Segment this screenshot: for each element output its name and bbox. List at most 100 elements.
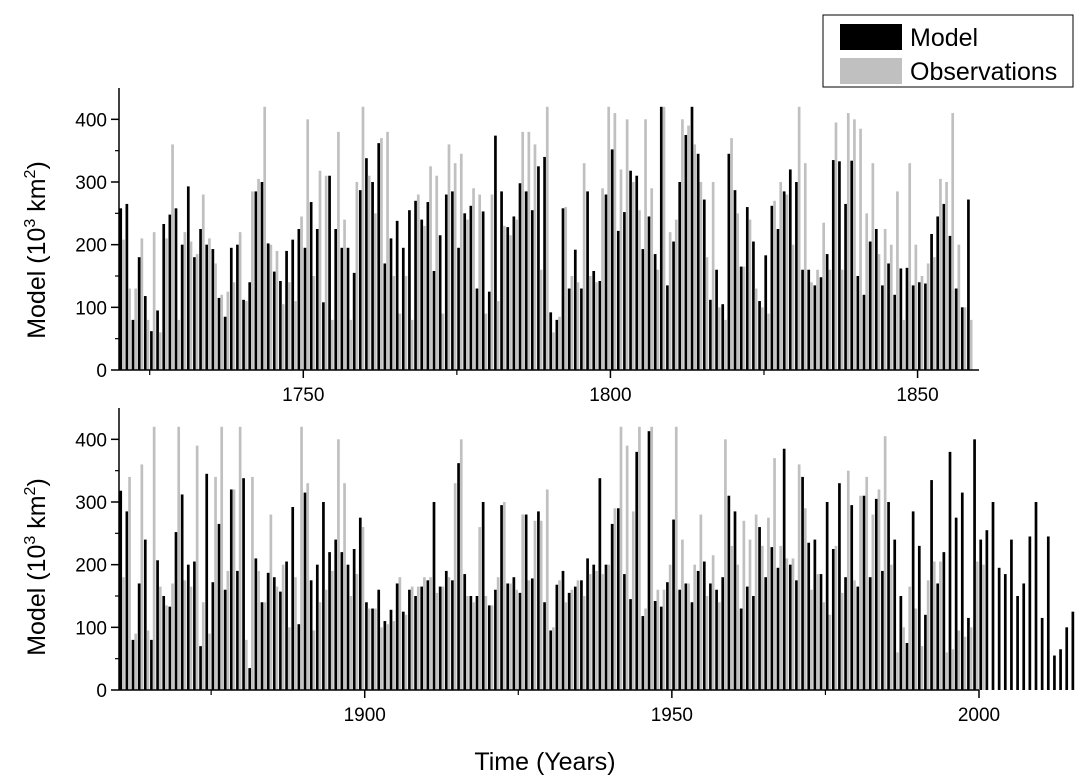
bar-model xyxy=(1028,536,1032,690)
bar-observations xyxy=(177,319,181,370)
bar-model xyxy=(733,190,737,370)
bar-observations xyxy=(613,508,617,690)
bar-observations xyxy=(791,558,795,690)
bar-model xyxy=(131,319,135,370)
bar-observations xyxy=(287,282,291,370)
bar-observations xyxy=(453,163,457,370)
bar-model xyxy=(555,584,559,690)
bar-observations xyxy=(238,232,242,370)
bar-model xyxy=(377,143,381,370)
bar-observations xyxy=(300,216,303,370)
x-tick-label: 1750 xyxy=(282,385,324,406)
bar-model xyxy=(874,498,878,690)
bar-observations xyxy=(969,627,973,690)
bar-observations xyxy=(631,511,635,690)
bar-observations xyxy=(269,244,273,370)
bar-model xyxy=(358,190,362,370)
bar-observations xyxy=(558,580,561,690)
bar-observations xyxy=(638,426,641,690)
bar-observations xyxy=(613,113,617,370)
bar-observations xyxy=(576,580,580,690)
bar-model xyxy=(764,255,768,370)
legend: Model Observations xyxy=(822,14,1074,88)
bar-observations xyxy=(607,564,611,690)
bar-observations xyxy=(201,602,205,690)
bar-observations xyxy=(853,119,856,370)
bar-observations xyxy=(502,502,506,690)
bar-model xyxy=(174,208,178,370)
panel-top-y-label: Model (103 km2) xyxy=(22,161,51,339)
bar-observations xyxy=(644,608,647,690)
bar-observations xyxy=(926,580,930,690)
bar-observations xyxy=(214,263,217,370)
bar-observations xyxy=(797,464,801,690)
bar-observations xyxy=(195,445,199,690)
bar-observations xyxy=(521,131,525,370)
bar-observations xyxy=(711,182,715,370)
bar-model xyxy=(733,511,737,690)
bar-observations xyxy=(896,652,899,690)
bar-model xyxy=(444,570,448,690)
bar-model xyxy=(463,574,467,690)
bar-model xyxy=(260,182,264,370)
bar-model xyxy=(322,302,325,370)
bar-model xyxy=(647,216,651,370)
bar-model xyxy=(481,211,485,370)
bar-model xyxy=(401,611,405,690)
bar-model xyxy=(223,589,227,690)
bar-model xyxy=(383,263,387,370)
bar-observations xyxy=(140,464,144,690)
bar-observations xyxy=(748,539,752,690)
bar-observations xyxy=(539,269,543,370)
bar-observations xyxy=(158,332,162,370)
bar-observations xyxy=(601,188,604,370)
bar-model xyxy=(764,577,768,690)
bar-model xyxy=(211,249,215,370)
bar-observations xyxy=(932,561,936,690)
bar-observations xyxy=(552,627,555,690)
bar-model xyxy=(137,257,141,370)
bar-observations xyxy=(846,113,850,370)
bar-model xyxy=(395,583,399,690)
bar-observations xyxy=(386,131,389,370)
bar-model xyxy=(266,243,270,370)
bar-observations xyxy=(398,313,402,370)
bar-observations xyxy=(564,602,568,690)
bar-model xyxy=(162,596,166,690)
bar-model xyxy=(991,502,995,690)
bar-model xyxy=(537,511,540,690)
bar-observations xyxy=(705,257,709,370)
bar-model xyxy=(702,199,706,370)
bar-observations xyxy=(810,589,813,690)
bar-model xyxy=(420,219,424,370)
bar-observations xyxy=(963,307,967,370)
bar-model xyxy=(844,577,847,690)
bar-model xyxy=(236,244,239,370)
bar-model xyxy=(905,267,909,370)
bar-observations xyxy=(441,313,445,370)
bar-model xyxy=(389,609,393,690)
bar-model xyxy=(242,299,245,370)
bar-model xyxy=(297,229,301,370)
bar-observations xyxy=(871,514,875,690)
bar-model xyxy=(1016,596,1019,690)
bar-model xyxy=(911,511,915,690)
bar-observations xyxy=(730,545,733,690)
bar-observations xyxy=(619,169,623,370)
bar-model xyxy=(825,254,829,370)
bar-model xyxy=(801,269,804,370)
bar-observations xyxy=(478,194,482,370)
bar-observations xyxy=(447,144,451,370)
bar-model xyxy=(752,596,755,690)
bar-model xyxy=(383,621,387,690)
bar-model xyxy=(690,602,694,690)
bar-observations xyxy=(742,520,746,690)
panel-top-ticks: 0 100 200 300 400 1750 1800 1850 xyxy=(75,110,938,406)
bar-model xyxy=(365,602,368,690)
bar-model xyxy=(942,552,946,690)
bar-model xyxy=(518,592,522,690)
bar-model xyxy=(893,294,897,370)
bar-model xyxy=(377,589,381,690)
bar-model xyxy=(635,451,639,690)
bar-observations xyxy=(183,580,187,690)
